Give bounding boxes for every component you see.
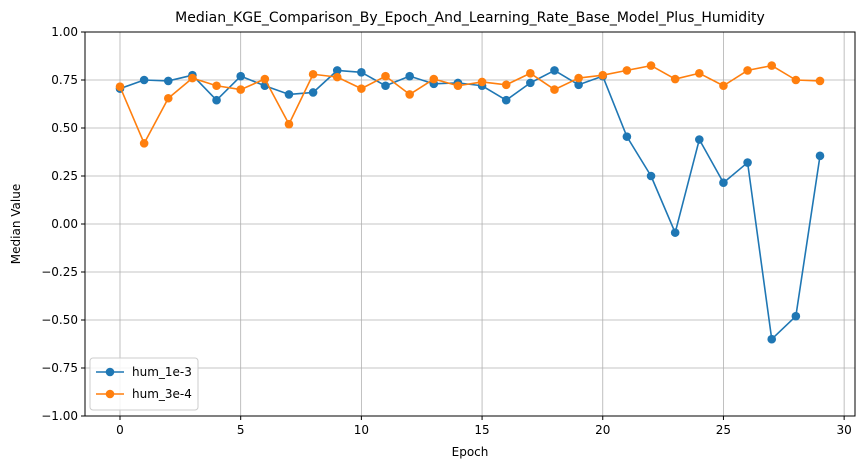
data-point [719,178,728,188]
data-point [622,132,632,141]
data-point [501,95,511,105]
data-point [743,66,752,75]
data-point [791,75,801,85]
x-tick-label: 0 [116,423,124,437]
data-point [284,119,294,129]
data-point [236,71,245,81]
data-point [332,72,342,82]
data-point [670,74,680,84]
data-point [212,95,221,105]
data-point [405,90,414,99]
data-point [695,68,704,78]
data-point [357,68,366,77]
data-point [308,88,318,97]
y-tick-label: −0.25 [41,265,78,279]
y-axis-label: Median Value [9,184,23,264]
series-layer [115,61,825,344]
y-tick-label: 0.75 [51,73,78,87]
y-tick-label: 1.00 [51,25,78,39]
data-point [695,135,704,144]
data-point [381,71,390,81]
y-tick-label: 0.25 [51,169,78,183]
data-point [719,81,728,91]
y-tick-label: −1.00 [41,409,78,423]
legend-marker [105,367,115,377]
data-point [139,75,149,85]
data-point [357,84,366,93]
y-tick-label: −0.50 [41,313,78,327]
data-point [381,81,390,91]
legend: hum_1e-3 hum_3e-4 [89,357,199,411]
data-point [622,66,632,75]
data-point [429,74,439,84]
data-point [526,78,535,88]
data-point [646,61,656,70]
data-point [743,158,752,167]
data-point [501,80,511,90]
legend-items: hum_1e-3 hum_3e-4 [96,365,192,401]
data-point [767,61,777,70]
x-tick-label: 20 [595,423,610,437]
data-point [791,311,801,321]
data-point [332,66,342,75]
y-tick-label: 0.00 [51,217,78,231]
legend-label: hum_1e-3 [132,365,192,379]
data-point [139,139,149,148]
series-hum_3e-4 [115,61,825,148]
data-point [598,70,608,80]
data-point [767,334,777,344]
data-point [163,93,173,103]
y-tick-label: 0.50 [51,121,78,135]
data-point [115,82,125,92]
data-point [815,76,825,86]
legend-marker [105,389,115,399]
data-point [526,68,535,78]
data-point [815,151,825,161]
legend-box [89,357,199,411]
data-point [477,77,487,87]
data-point [284,90,294,99]
x-tick-label: 15 [474,423,489,437]
x-tick-label: 5 [237,423,245,437]
data-point [163,76,173,86]
data-point [670,228,680,237]
data-point [646,171,656,181]
data-point [550,85,559,94]
data-point [188,73,197,83]
x-tick-label: 30 [836,423,851,437]
x-tick-label: 25 [716,423,731,437]
data-point [550,66,559,75]
data-point [212,81,221,91]
x-axis-label: Epoch [452,445,489,459]
data-point [574,73,583,83]
y-tick-label: −0.75 [41,361,78,375]
data-point [236,85,245,94]
data-point [574,80,583,90]
chart-title: Median_KGE_Comparison_By_Epoch_And_Learn… [175,10,765,26]
data-point [260,74,270,84]
ticks: 0 5 10 15 20 25 30 −1.00 −0.75 −0.50 −0.25 0.00 0.25… [41,25,852,437]
x-tick-label: 10 [354,423,369,437]
legend-label: hum_3e-4 [132,387,192,401]
data-point [453,81,463,91]
data-point [405,71,414,81]
data-point [308,69,318,79]
